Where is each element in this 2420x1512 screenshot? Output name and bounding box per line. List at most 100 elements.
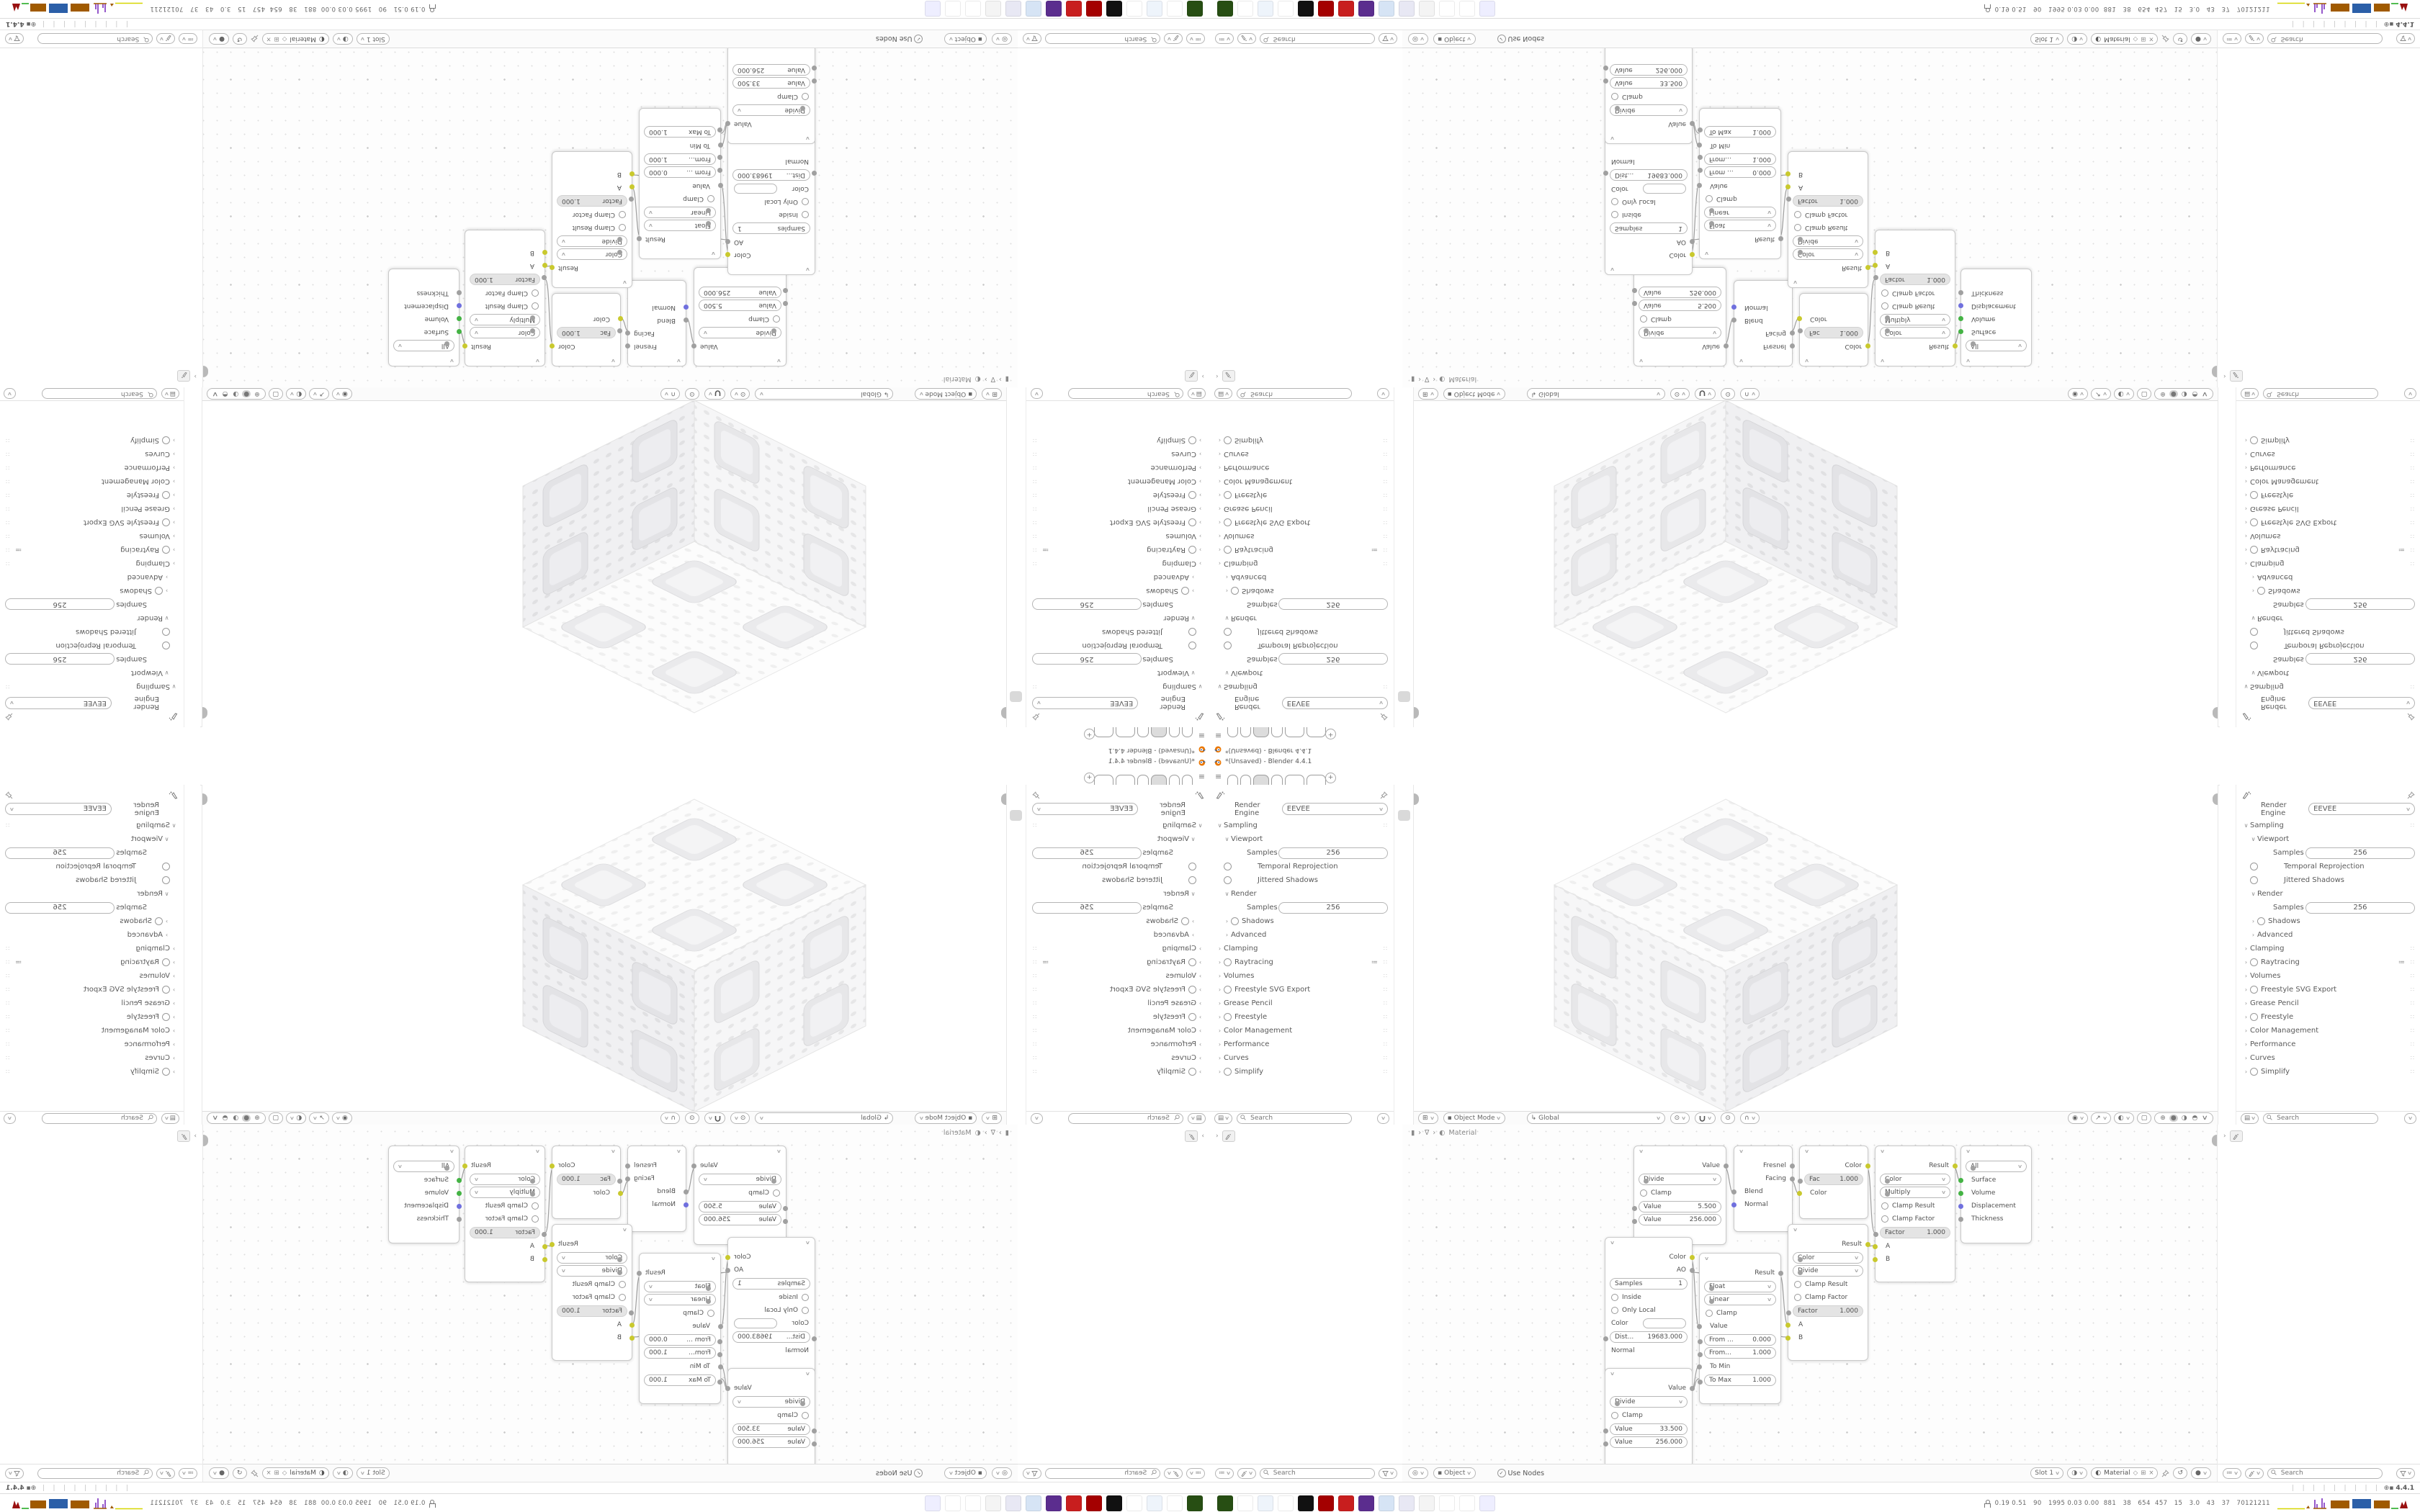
toggle-checkbox[interactable]: ○: [2250, 436, 2258, 444]
node-row[interactable]: Value 256.000: [699, 287, 788, 298]
taskbar-app-icon[interactable]: [965, 1495, 981, 1511]
fake-user-button[interactable]: ◇: [282, 1470, 287, 1477]
snapping-toggle[interactable]: ∨: [1695, 1112, 1716, 1124]
node-row[interactable]: AO: [725, 235, 815, 248]
properties-row[interactable]: › ○ Raytracing ≔ ∷: [1216, 955, 1388, 969]
properties-row[interactable]: › ○ Simplify ∷: [1032, 433, 1204, 447]
sidebar-toggle-handle[interactable]: [2212, 1135, 2217, 1146]
properties-row[interactable]: › Color Management ∷: [2242, 474, 2415, 488]
menu-item[interactable]: [907, 1115, 910, 1122]
toggle-checkbox[interactable]: ○: [1181, 587, 1189, 595]
node-row[interactable]: Divide ∨: [1610, 1396, 1688, 1408]
menu-item[interactable]: [904, 390, 907, 398]
menu-item[interactable]: [1484, 35, 1487, 43]
proportional-falloff-select[interactable]: ∩ ∨: [660, 1112, 681, 1124]
search-input[interactable]: [2267, 33, 2383, 45]
taskbar-app-icon[interactable]: [1459, 1495, 1475, 1511]
workspace-tab-active[interactable]: [1253, 775, 1269, 785]
node-row[interactable]: Value 33.500: [732, 77, 817, 89]
node-row[interactable]: Factor 1.000: [470, 274, 547, 285]
render-engine-select[interactable]: EEVEE ∨: [2308, 697, 2415, 709]
properties-tab-icon[interactable]: [1010, 959, 1022, 970]
transform-orientation-select[interactable]: ↳ Global ∨: [755, 1112, 894, 1124]
properties-tab-icon[interactable]: [1010, 893, 1022, 904]
node-row[interactable]: Color ∨: [557, 1252, 627, 1264]
object-type-visibility-button[interactable]: ◉ ∨: [2068, 1112, 2089, 1124]
value-field[interactable]: 256: [2305, 653, 2415, 665]
taskbar-app-icon[interactable]: [1046, 1495, 1062, 1511]
toggle-checkbox[interactable]: ○: [1224, 436, 1232, 444]
node-row[interactable]: Clamp: [1634, 312, 1726, 325]
properties-tab-icon[interactable]: [1398, 542, 1410, 553]
properties-row[interactable]: › Color Management ∷: [1216, 1024, 1388, 1038]
properties-row[interactable]: Samples 256: [2242, 846, 2415, 860]
shader-node-mix-divide[interactable]: ∨ Result Color ∨ Divide ∨ Clamp Result Clamp F…: [1785, 151, 1870, 288]
node-row[interactable]: B: [1785, 168, 1868, 181]
properties-tab-icon[interactable]: [1398, 827, 1410, 837]
node-row[interactable]: B: [1873, 246, 1955, 259]
transform-orientation-select[interactable]: ↳ Global ∨: [1526, 388, 1665, 400]
properties-row[interactable]: Samples 256: [1216, 846, 1388, 860]
node-row[interactable]: Multiply ∨: [470, 1187, 540, 1198]
value-field[interactable]: 256: [1278, 901, 1388, 914]
filter-type-button[interactable]: ∨: [1237, 1467, 1256, 1479]
properties-tab-icon[interactable]: [1010, 827, 1022, 837]
node-row[interactable]: A: [1785, 181, 1868, 194]
properties-row[interactable]: › Volumes ∷: [5, 529, 178, 543]
node-row[interactable]: Only Local: [728, 1304, 815, 1317]
properties-row[interactable]: › ○ Freestyle ∷: [1032, 1010, 1204, 1024]
node-row[interactable]: Clamp: [640, 1307, 720, 1320]
options-button[interactable]: ∨: [1377, 388, 1389, 400]
node-row[interactable]: Multiply ∨: [1880, 314, 1950, 325]
properties-row[interactable]: › ○ Raytracing ≔ ∷: [1032, 955, 1204, 969]
node-row[interactable]: Clamp: [694, 312, 786, 325]
workspace-tab[interactable]: [1137, 775, 1149, 785]
object-type-visibility-button[interactable]: ◉ ∨: [331, 1112, 352, 1124]
search-input[interactable]: [2263, 1112, 2379, 1124]
workspace-tab[interactable]: [1182, 727, 1193, 737]
properties-row[interactable]: › ○ Freestyle ∷: [1216, 1010, 1388, 1024]
toggle-checkbox[interactable]: ○: [162, 518, 170, 526]
shader-node-math-divide[interactable]: ∨ Value Divide ∨ Clamp Value 5.500 Value 256.00…: [691, 1146, 788, 1245]
properties-tab-icon[interactable]: [1010, 843, 1022, 854]
node-row[interactable]: Clamp: [1605, 1409, 1692, 1422]
menger-cube-object[interactable]: [1414, 785, 2218, 1112]
shader-node-mix-divide[interactable]: ∨ Result Color ∨ Divide ∨ Clamp Result Clamp F…: [550, 151, 635, 288]
properties-row[interactable]: › Grease Pencil ∷: [5, 996, 178, 1010]
toggle-checkbox[interactable]: ○: [1224, 958, 1232, 966]
properties-display-button[interactable]: ▤ ∨: [1214, 388, 1233, 400]
toggle-checkbox[interactable]: ○: [162, 491, 170, 499]
snap-toggle[interactable]: ↺: [2173, 33, 2188, 45]
properties-tab-icon[interactable]: [1010, 810, 1022, 821]
shader-editor[interactable]: ▮ › ∇ › ◐ Material: [1402, 1125, 2217, 1482]
use-nodes-checkbox[interactable]: ✓ Use Nodes: [1497, 1469, 1544, 1477]
node-row[interactable]: A: [1785, 1318, 1868, 1331]
node-row[interactable]: Clamp Factor: [1788, 1291, 1868, 1304]
toggle-checkbox[interactable]: ○: [2250, 986, 2258, 994]
node-row[interactable]: Inside: [728, 1291, 815, 1304]
node-row[interactable]: Color: [1800, 1159, 1870, 1172]
shader-node-math-divide[interactable]: ∨ Value Divide ∨ Clamp Value 5.500 Value 256.00…: [1632, 1146, 1729, 1245]
properties-row[interactable]: › Performance ∷: [2242, 1038, 2415, 1051]
properties-display-button[interactable]: ▤ ∨: [1187, 388, 1206, 400]
node-row[interactable]: Value: [1605, 1382, 1695, 1395]
properties-row[interactable]: › Curves ∷: [5, 1051, 178, 1065]
node-row[interactable]: Surface: [389, 1174, 462, 1187]
render-engine-select[interactable]: EEVEE ∨: [1032, 803, 1139, 815]
search-input[interactable]: [1045, 1467, 1161, 1479]
toggle-checkbox[interactable]: ○: [1231, 917, 1239, 925]
overlay-toggle[interactable]: ● ∨: [2191, 1467, 2211, 1479]
properties-tab-icon[interactable]: [1010, 509, 1022, 520]
node-row[interactable]: Displacement: [389, 300, 462, 312]
properties-tab-icon[interactable]: [1010, 942, 1022, 953]
workspace-tab[interactable]: [1227, 775, 1238, 785]
toggle-checkbox[interactable]: ○: [1188, 546, 1196, 554]
overlays-button[interactable]: ◐ ∨: [2113, 388, 2134, 400]
filter-type-button[interactable]: ∨: [2244, 33, 2264, 45]
node-row[interactable]: Clamp Factor: [1876, 287, 1955, 300]
object-type-visibility-button[interactable]: ◉ ∨: [331, 388, 352, 400]
node-row[interactable]: Color: [725, 1251, 815, 1264]
shader-node-math-divide-2[interactable]: ∨ Value Divide ∨ Clamp Value 33.500 Value 256.0…: [1603, 45, 1695, 144]
shader-node-map-range[interactable]: ∨ Result Float ∨ Linear ∨ Clamp Value From ... 0…: [1697, 1253, 1783, 1404]
editor-type-select[interactable]: ◎ ∨: [1408, 1467, 1428, 1479]
